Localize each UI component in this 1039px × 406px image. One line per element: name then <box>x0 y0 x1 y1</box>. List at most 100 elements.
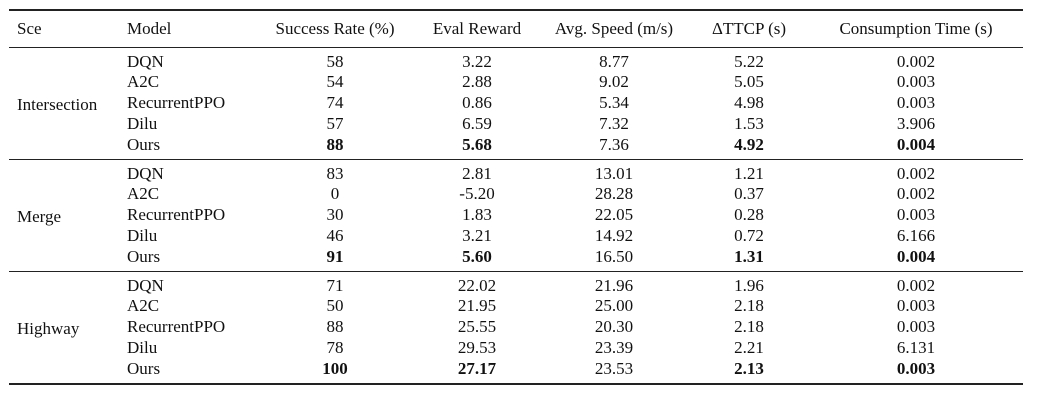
header-avg-speed: Avg. Speed (m/s) <box>539 9 689 48</box>
model-cell: RecurrentPPO <box>127 93 226 112</box>
table-row: RecurrentPPO 74 0.86 5.34 4.98 0.003 <box>9 93 1023 114</box>
header-success-rate: Success Rate (%) <box>255 9 415 48</box>
avg-speed-cell: 7.32 <box>599 114 629 133</box>
ttcp-cell: 4.92 <box>734 134 764 154</box>
ttcp-cell: 2.13 <box>734 358 764 378</box>
success-rate-cell: 57 <box>326 114 344 133</box>
success-rate-cell: 71 <box>326 275 344 295</box>
eval-reward-cell: 29.53 <box>457 338 497 357</box>
eval-reward-cell: 21.95 <box>457 296 497 315</box>
table-row: Highway DQN 71 22.02 21.96 1.96 0.002 <box>9 271 1023 339</box>
consumption-time-cell: 0.004 <box>896 246 936 266</box>
table-row: RecurrentPPO 30 1.83 22.05 0.28 0.003 <box>9 205 1023 226</box>
avg-speed-cell: 7.36 <box>599 134 629 154</box>
model-cell: A2C <box>127 72 160 91</box>
avg-speed-cell: 16.50 <box>594 246 634 266</box>
success-rate-cell: 54 <box>326 72 344 91</box>
table-row: Dilu 57 6.59 7.32 1.53 3.906 <box>9 114 1023 135</box>
success-rate-cell: 46 <box>326 226 344 245</box>
model-cell: RecurrentPPO <box>127 205 226 224</box>
header-row: Sce Model Success Rate (%) Eval Reward A… <box>9 9 1023 48</box>
consumption-time-cell: 0.003 <box>896 72 936 91</box>
model-cell: Dilu <box>127 226 158 245</box>
ttcp-cell: 5.22 <box>734 51 764 71</box>
ttcp-cell: 1.53 <box>734 114 764 133</box>
eval-reward-cell: 1.83 <box>462 205 492 224</box>
consumption-time-cell: 0.003 <box>896 358 936 378</box>
eval-reward-cell: 3.21 <box>462 226 492 245</box>
ttcp-cell: 5.05 <box>734 72 764 91</box>
model-cell: Dilu <box>127 114 158 133</box>
consumption-time-cell: 0.003 <box>896 205 936 224</box>
consumption-time-cell: 6.131 <box>896 338 936 357</box>
ttcp-cell: 4.98 <box>734 93 764 112</box>
scenario-cell: Merge <box>17 207 62 226</box>
eval-reward-cell: 27.17 <box>457 358 497 378</box>
ttcp-cell: 0.72 <box>734 226 764 245</box>
table-row: A2C 0 -5.20 28.28 0.37 0.002 <box>9 184 1023 205</box>
results-table-container: Sce Model Success Rate (%) Eval Reward A… <box>9 9 1023 385</box>
avg-speed-cell: 21.96 <box>594 275 634 295</box>
model-cell: RecurrentPPO <box>127 317 226 336</box>
success-rate-cell: 91 <box>326 246 344 266</box>
success-rate-cell: 74 <box>326 93 344 112</box>
avg-speed-cell: 14.92 <box>594 226 634 245</box>
model-cell: Ours <box>127 358 161 378</box>
ttcp-cell: 0.28 <box>734 205 764 224</box>
model-cell: DQN <box>127 163 164 183</box>
consumption-time-cell: 3.906 <box>896 114 936 133</box>
table-group: Intersection DQN 58 3.22 8.77 5.22 0.002 A2C 54 2… <box>9 47 1023 159</box>
ttcp-cell: 2.18 <box>734 317 764 336</box>
success-rate-cell: 0 <box>330 184 340 203</box>
success-rate-cell: 50 <box>326 296 344 315</box>
eval-reward-cell: -5.20 <box>459 184 495 203</box>
table-row: Intersection DQN 58 3.22 8.77 5.22 0.002 <box>9 47 1023 115</box>
model-cell: Ours <box>127 246 161 266</box>
header-scenario: Sce <box>9 9 127 48</box>
table-row: A2C 54 2.88 9.02 5.05 0.003 <box>9 72 1023 93</box>
consumption-time-cell: 0.003 <box>896 296 936 315</box>
ttcp-cell: 1.31 <box>734 246 764 266</box>
success-rate-cell: 30 <box>326 205 344 224</box>
eval-reward-cell: 6.59 <box>462 114 492 133</box>
model-cell: DQN <box>127 275 164 295</box>
avg-speed-cell: 8.77 <box>599 51 629 71</box>
model-cell: Dilu <box>127 338 158 357</box>
eval-reward-cell: 5.68 <box>462 134 492 154</box>
table-group: Highway DQN 71 22.02 21.96 1.96 0.002 A2C 50 21.9… <box>9 271 1023 384</box>
header-ttcp: ΔTTCP (s) <box>689 9 809 48</box>
consumption-time-cell: 0.002 <box>896 163 936 183</box>
results-table: Sce Model Success Rate (%) Eval Reward A… <box>9 9 1023 385</box>
consumption-time-cell: 0.002 <box>896 184 936 203</box>
table-row: Dilu 78 29.53 23.39 2.21 6.131 <box>9 338 1023 359</box>
scenario-cell: Intersection <box>17 95 98 114</box>
table-row: Dilu 46 3.21 14.92 0.72 6.166 <box>9 226 1023 247</box>
eval-reward-cell: 3.22 <box>462 51 492 71</box>
eval-reward-cell: 2.88 <box>462 72 492 91</box>
ttcp-cell: 1.21 <box>734 163 764 183</box>
avg-speed-cell: 23.39 <box>594 338 634 357</box>
avg-speed-cell: 13.01 <box>594 163 634 183</box>
eval-reward-cell: 5.60 <box>462 246 492 266</box>
success-rate-cell: 58 <box>326 51 344 71</box>
ttcp-cell: 2.18 <box>734 296 764 315</box>
consumption-time-cell: 0.003 <box>896 317 936 336</box>
consumption-time-cell: 0.004 <box>896 134 936 154</box>
eval-reward-cell: 0.86 <box>462 93 492 112</box>
model-cell: A2C <box>127 184 160 203</box>
success-rate-cell: 78 <box>326 338 344 357</box>
table-header: Sce Model Success Rate (%) Eval Reward A… <box>9 9 1023 48</box>
header-model: Model <box>127 9 255 48</box>
model-cell: Ours <box>127 134 161 154</box>
consumption-time-cell: 0.002 <box>896 275 936 295</box>
table-group: Merge DQN 83 2.81 13.01 1.21 0.002 A2C 0 -5.20 28.… <box>9 159 1023 271</box>
header-consumption-time: Consumption Time (s) <box>809 9 1023 48</box>
header-eval-reward: Eval Reward <box>415 9 539 48</box>
scenario-cell: Highway <box>17 319 80 338</box>
consumption-time-cell: 0.002 <box>896 51 936 71</box>
model-cell: A2C <box>127 296 160 315</box>
table-row: RecurrentPPO 88 25.55 20.30 2.18 0.003 <box>9 317 1023 338</box>
ttcp-cell: 0.37 <box>734 184 764 203</box>
success-rate-cell: 88 <box>326 317 344 336</box>
table-row: Ours 88 5.68 7.36 4.92 0.004 <box>9 135 1023 160</box>
